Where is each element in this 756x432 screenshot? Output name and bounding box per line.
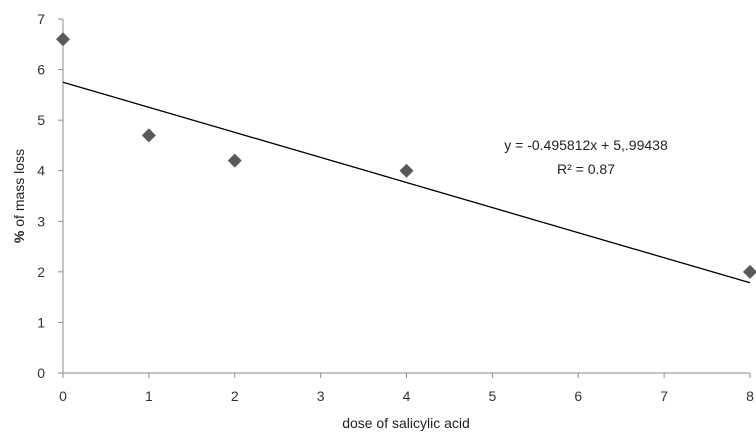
- data-point-diamond: [399, 163, 414, 178]
- data-point-diamond: [227, 153, 242, 168]
- y-axis-title-text: of mass loss: [11, 149, 27, 231]
- x-tick-label: 1: [145, 388, 153, 404]
- x-tick-label: 3: [317, 388, 325, 404]
- data-points: [56, 32, 756, 279]
- y-axis-title-symbol: %: [11, 230, 27, 243]
- data-point-diamond: [56, 32, 70, 47]
- x-tick-label: 5: [488, 388, 496, 404]
- x-tick-label: 4: [403, 388, 411, 404]
- y-tick-labels: 0 1 2 3 4 5 6 7: [37, 11, 63, 381]
- y-tick-label: 3: [37, 213, 45, 229]
- x-tick-label: 8: [746, 388, 754, 404]
- trendline-r2: R² = 0.87: [557, 161, 615, 177]
- y-tick-label: 0: [37, 365, 45, 381]
- x-tick-labels: 0 1 2 3 4 5 6 7 8: [59, 373, 754, 404]
- y-tick-label: 2: [37, 264, 45, 280]
- x-axis-title: dose of salicylic acid: [342, 415, 470, 431]
- trendline-group: [62, 81, 751, 284]
- data-point-diamond: [141, 128, 156, 143]
- axes: [62, 19, 750, 374]
- trendline-equation: y = -0.495812x + 5,.99438: [504, 137, 668, 153]
- y-tick-label: 4: [37, 163, 45, 179]
- x-tick-label: 2: [231, 388, 239, 404]
- x-tick-label: 0: [59, 388, 67, 404]
- x-tick-label: 7: [660, 388, 668, 404]
- y-tick-label: 7: [37, 11, 45, 27]
- y-tick-label: 6: [37, 62, 45, 78]
- x-tick-label: 6: [574, 388, 582, 404]
- y-axis-title: % of mass loss: [11, 149, 27, 243]
- data-point-diamond: [743, 264, 756, 279]
- trendline: [62, 81, 751, 284]
- y-tick-label: 1: [37, 314, 45, 330]
- y-tick-label: 5: [37, 112, 45, 128]
